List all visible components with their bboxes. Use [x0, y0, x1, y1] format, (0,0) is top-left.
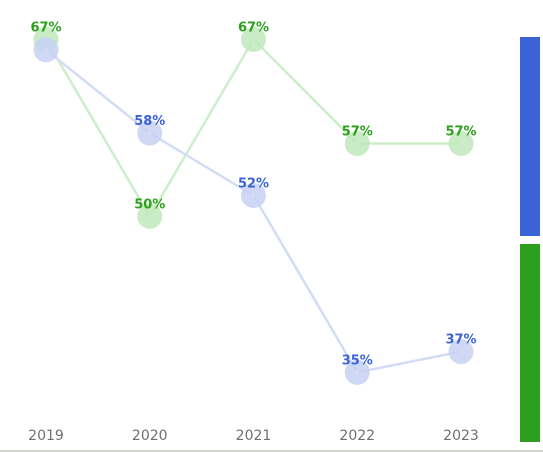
- data-point-dot: [459, 141, 463, 146]
- data-point-dot: [44, 47, 48, 52]
- data-label: 67%: [30, 20, 61, 35]
- data-point-dot: [355, 370, 360, 375]
- data-label: 57%: [445, 124, 476, 139]
- data-label: 67%: [238, 20, 269, 35]
- x-tick-label: 2020: [132, 428, 168, 444]
- data-label: 52%: [238, 176, 269, 191]
- x-tick-label: 2022: [339, 428, 375, 444]
- x-tick-label: 2023: [443, 428, 479, 444]
- data-point-dot: [459, 349, 463, 354]
- x-tick-label: 2019: [28, 428, 64, 444]
- data-point-dot: [251, 193, 256, 198]
- series-line: [45, 48, 462, 374]
- data-label: 35%: [342, 353, 373, 368]
- data-label: 37%: [445, 333, 476, 348]
- data-point-dot: [251, 37, 256, 42]
- data-label: 58%: [134, 114, 165, 129]
- line-chart: 2019 2020 2021 2022 2023 67% 50% 67% 57% 57% 58% 52…: [28, 20, 479, 444]
- legend-swatch-green: [520, 244, 540, 442]
- data-point-dot: [147, 214, 152, 219]
- data-label: 57%: [342, 124, 373, 139]
- bottom-divider: [0, 450, 543, 452]
- x-tick-label: 2021: [236, 428, 272, 444]
- data-point-dot: [355, 141, 360, 146]
- data-label: 50%: [134, 197, 165, 212]
- data-point-dot: [147, 131, 152, 136]
- legend-swatch-blue: [520, 37, 540, 236]
